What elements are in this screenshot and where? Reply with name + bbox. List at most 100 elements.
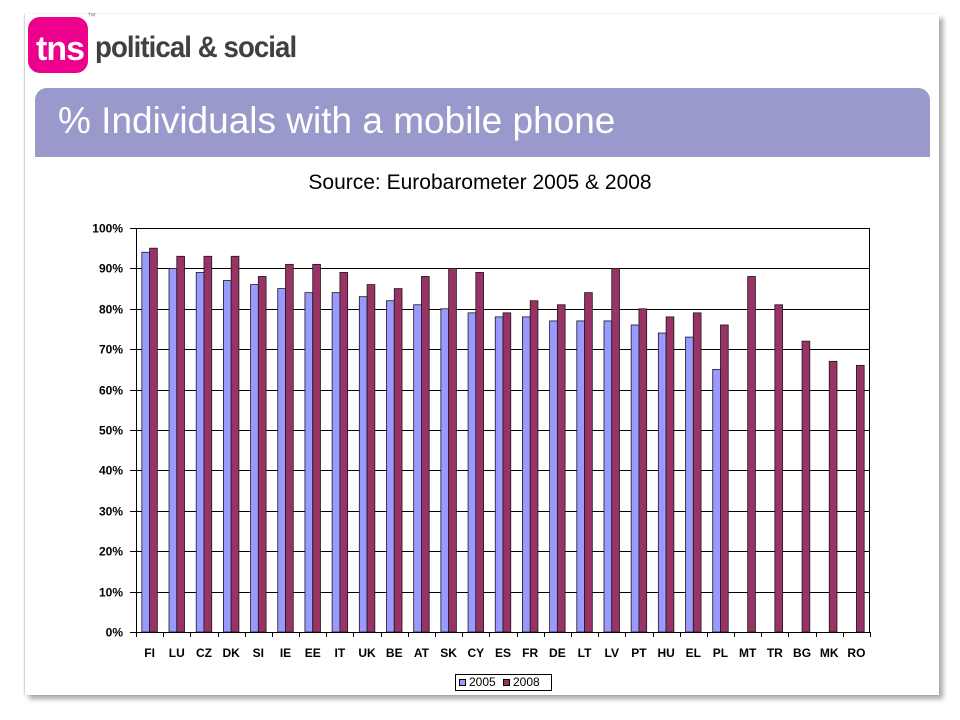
bar-2005-fr (522, 316, 531, 633)
brand-tagline: political & social (95, 31, 297, 64)
x-tick-label-pt: PT (631, 646, 647, 660)
bar-2008-uk (366, 284, 376, 633)
tns-logo: tns (28, 17, 88, 73)
x-tick-label-ro: RO (847, 646, 865, 660)
bar-2008-pt (638, 308, 648, 633)
bar-2005-cy (467, 312, 477, 633)
y-tick-label: 70% (99, 343, 123, 357)
x-tick-label-bg: BG (793, 646, 811, 660)
x-tick-label-tr: TR (767, 646, 783, 660)
x-tick-label-at: AT (414, 646, 430, 660)
bar-2005-lv (603, 320, 613, 633)
logo-wordmark: tns (36, 30, 85, 68)
bar-2008-lt (584, 292, 593, 633)
y-tick-label: 40% (99, 464, 123, 478)
y-tick-label: 60% (99, 384, 123, 398)
x-tick-label-ee: EE (305, 646, 321, 660)
bar-2005-si (250, 284, 259, 633)
bar-2005-lt (576, 320, 585, 633)
y-tick-label: 80% (99, 303, 123, 317)
x-tick-label-cy: CY (467, 646, 484, 660)
bar-2005-be (386, 300, 395, 633)
bar-2008-bg (801, 340, 811, 633)
bar-2005-cz (195, 272, 205, 633)
bar-2005-es (494, 316, 504, 633)
bar-2005-at (413, 304, 422, 633)
y-tick-label: 30% (99, 505, 123, 519)
x-tick-label-hu: HU (657, 646, 674, 660)
x-tick-label-es: ES (495, 646, 511, 660)
bar-chart: 0% 10% 20% 30% 40% 50% 60% 70% 80% 90% 100% FI LU CZ D… (92, 222, 871, 660)
title-bar: % Individuals with a mobile phone (35, 88, 930, 157)
bar-2008-mk (828, 360, 838, 633)
x-tick-label-fi: FI (144, 646, 155, 660)
x-tick-label-fr: FR (522, 646, 538, 660)
plot-border (136, 228, 870, 633)
bar-2005-el (685, 336, 694, 633)
bar-2008-it (339, 272, 349, 633)
bar-2005-fi (141, 251, 150, 633)
y-tick-label: 90% (99, 262, 123, 276)
bar-2008-dk (230, 255, 240, 633)
legend-item: 2005 (459, 675, 496, 690)
x-tick-label-be: BE (386, 646, 403, 660)
y-tick-label: 100% (92, 222, 123, 236)
bar-2005-uk (358, 296, 368, 633)
bar-2005-ee (304, 292, 314, 633)
bar-2005-de (549, 320, 558, 633)
x-tick-label-it: IT (335, 646, 346, 660)
bar-2005-ie (277, 288, 286, 633)
legend-swatch (503, 679, 510, 686)
bar-2008-cz (203, 255, 213, 633)
legend-label: 2005 (469, 675, 496, 689)
bar-2008-ro (856, 364, 865, 633)
bar-2005-sk (440, 308, 450, 633)
x-tick-label-lu: LU (169, 646, 185, 660)
bar-2008-si (257, 276, 267, 633)
x-tick-label-lt: LT (578, 646, 592, 660)
legend-swatch (459, 679, 466, 686)
x-tick-label-pl: PL (713, 646, 728, 660)
bar-2005-hu (657, 332, 667, 633)
y-tick-label: 50% (99, 424, 123, 438)
x-tick-label-mk: MK (820, 646, 839, 660)
bar-2008-es (502, 312, 512, 633)
trademark-symbol: ™ (87, 11, 96, 21)
bar-2008-el (692, 312, 702, 633)
x-tick-label-sk: SK (440, 646, 457, 660)
x-tick-label-de: DE (549, 646, 566, 660)
bar-2008-hu (665, 316, 675, 633)
bar-2008-sk (448, 268, 457, 633)
bar-2008-ie (285, 263, 294, 633)
bar-2008-ee (312, 263, 321, 633)
x-tick-label-uk: UK (358, 646, 376, 660)
bar-2005-pl (712, 368, 721, 633)
bar-2005-it (331, 292, 341, 633)
x-tick-label-lv: LV (605, 646, 619, 660)
slide-title: % Individuals with a mobile phone (58, 100, 616, 141)
x-tick-label-el: EL (686, 646, 701, 660)
bar-2008-lv (611, 268, 620, 633)
bar-2008-fr (529, 300, 539, 633)
bar-2005-dk (222, 280, 232, 633)
x-tick-label-ie: IE (280, 646, 291, 660)
x-tick-label-si: SI (253, 646, 264, 660)
bar-2008-mt (747, 276, 756, 633)
bar-2008-lu (176, 255, 185, 633)
x-tick-label-cz: CZ (196, 646, 212, 660)
legend-label: 2008 (513, 675, 540, 689)
bar-2005-pt (630, 324, 640, 633)
x-tick-label-dk: DK (222, 646, 240, 660)
bar-2008-at (421, 276, 430, 633)
bar-2008-de (556, 304, 566, 633)
bar-2008-fi (149, 247, 158, 633)
bar-2008-tr (774, 304, 784, 633)
chart-subtitle: Source: Eurobarometer 2005 & 2008 (308, 171, 652, 194)
y-tick-label: 20% (99, 545, 123, 559)
bar-2008-pl (720, 324, 729, 633)
bar-2005-lu (168, 268, 178, 633)
x-tick-label-mt: MT (739, 646, 757, 660)
y-tick-label: 0% (106, 626, 124, 640)
legend-item: 2008 (503, 675, 540, 690)
bar-2008-cy (475, 272, 484, 633)
